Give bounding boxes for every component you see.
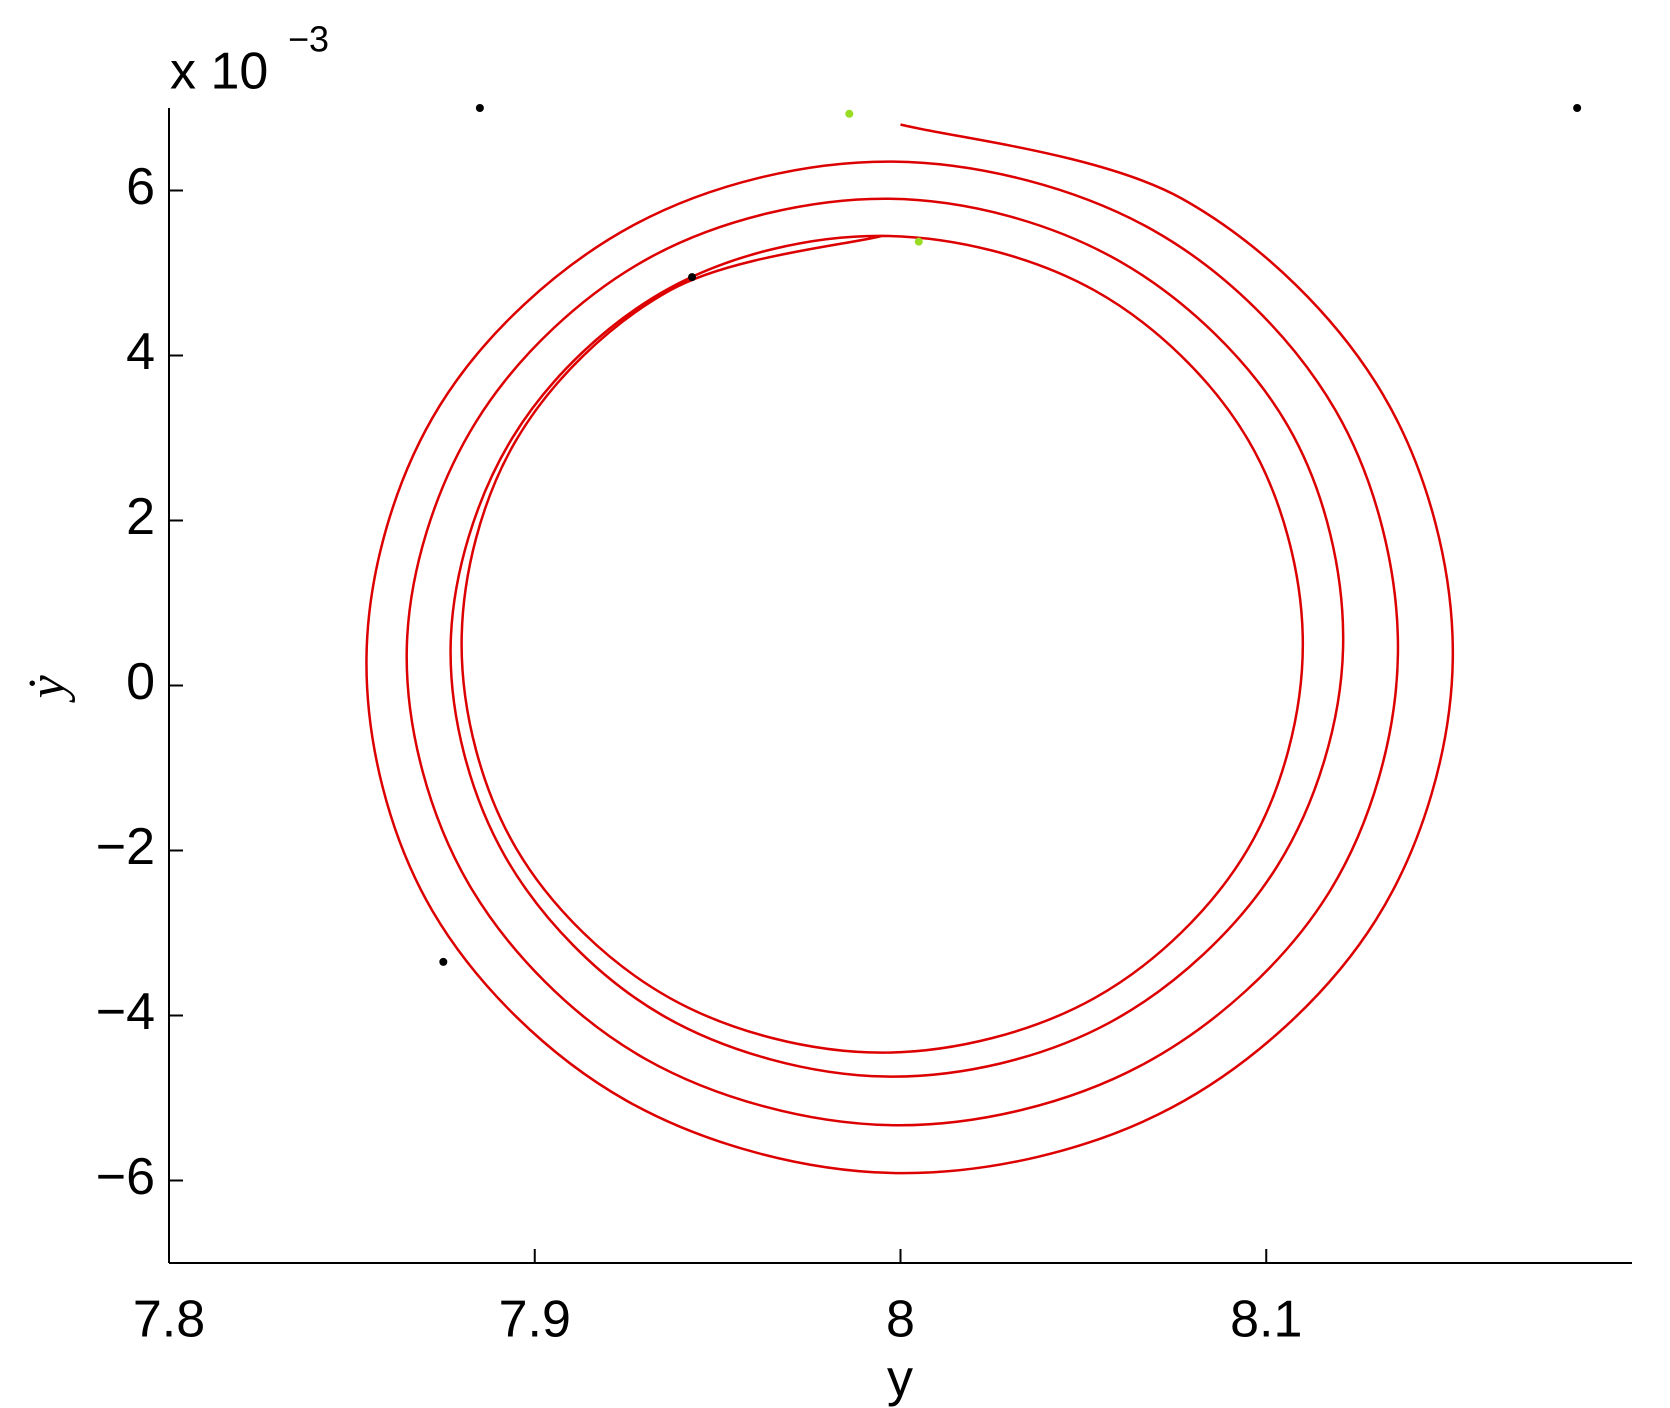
y-tick-label: −6 (96, 1148, 155, 1206)
x-tick-label: 8.1 (1230, 1291, 1302, 1349)
point (1573, 104, 1582, 112)
y-tick-label: −2 (96, 818, 155, 876)
point (475, 104, 484, 112)
point (439, 957, 448, 966)
x-tick-label: 7.9 (499, 1291, 571, 1349)
y-tick-label: 2 (126, 488, 155, 546)
y-tick-label: 6 (126, 158, 155, 216)
y-tick-label: 0 (126, 653, 155, 711)
axis-multiplier: x 10 (170, 43, 268, 101)
x-axis-label: y (887, 1350, 913, 1408)
y-tick-label: 4 (126, 323, 155, 381)
y-tick-label: −4 (96, 983, 155, 1041)
point (845, 109, 854, 118)
x-tick-label: 7.8 (133, 1291, 205, 1349)
y-axis-label: ẏ (19, 675, 76, 704)
point (914, 237, 923, 246)
axis-exponent: −3 (288, 19, 329, 60)
point (688, 273, 697, 282)
x-tick-label: 8 (886, 1291, 915, 1349)
trajectory (365, 123, 1455, 1175)
